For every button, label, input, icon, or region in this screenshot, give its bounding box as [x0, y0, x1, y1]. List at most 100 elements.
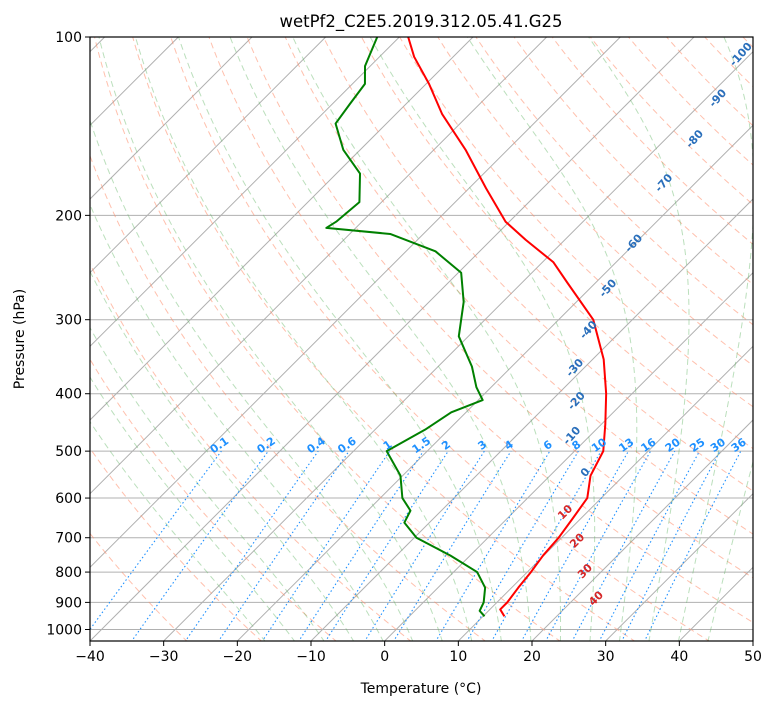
- isotherm-line: [90, 37, 253, 200]
- x-tick-label: 20: [523, 649, 541, 665]
- isotherm-line: [678, 566, 753, 641]
- dry-adiabat: [90, 154, 487, 641]
- y-tick-label: 900: [55, 595, 82, 611]
- isotherm-line: [383, 271, 753, 641]
- mixing-ratio-line: [598, 450, 700, 641]
- mixing-ratio-label: 25: [687, 436, 707, 455]
- isotherm-line: [90, 37, 327, 274]
- moist-adiabat: [677, 37, 753, 641]
- mixing-ratio-label: 6: [541, 438, 555, 453]
- mixing-ratio-label: 3: [476, 438, 490, 453]
- dry-adiabat: [704, 37, 753, 88]
- isotherm-line: [162, 50, 753, 641]
- dry-adiabat: [90, 447, 263, 641]
- dry-adiabat: [246, 37, 753, 579]
- dry-adiabat: [513, 37, 753, 285]
- dry-adiabat-label: 40: [586, 588, 606, 608]
- isotherm-line: [457, 345, 753, 641]
- isotherm-line: [90, 37, 474, 421]
- mixing-ratio-line: [298, 450, 424, 641]
- moist-adiabat-label: -30: [563, 356, 586, 380]
- y-tick-label: 300: [55, 313, 82, 329]
- moist-adiabat: [90, 118, 414, 641]
- moist-adiabat: [90, 270, 355, 641]
- axes: −40 −30 −20 −10 0 10 20 30 40 5010020030040050060…: [46, 30, 762, 665]
- mixing-ratio-label: 0.6: [335, 434, 359, 456]
- moist-adiabat: [90, 203, 384, 641]
- y-tick-label: 500: [55, 444, 82, 460]
- moist-adiabat: [229, 37, 532, 641]
- isotherm-line: [90, 37, 400, 348]
- isotherm-line: [752, 640, 753, 641]
- dry-adiabat: [322, 37, 753, 492]
- mixing-ratio-label: 36: [729, 435, 749, 455]
- mixing-ratio-label: 1.5: [410, 434, 433, 456]
- dry-adiabat: [475, 37, 753, 326]
- dry-adiabat-label: 20: [567, 530, 587, 550]
- x-tick-label: 50: [744, 649, 762, 665]
- moist-adiabat: [178, 37, 502, 641]
- mixing-ratio-label: 20: [663, 435, 683, 455]
- mixing-ratio-line: [90, 450, 222, 631]
- mixing-ratio-label: 10: [589, 435, 609, 455]
- mixing-ratio-line: [545, 450, 652, 641]
- background-lines: [90, 37, 753, 641]
- mixing-ratio-line: [364, 450, 485, 641]
- mixing-ratio-label: 0.1: [208, 434, 231, 456]
- dry-adiabat: [208, 37, 753, 624]
- dry-adiabat-label: 30: [575, 561, 595, 581]
- dry-adiabat: [666, 37, 753, 127]
- moist-adiabat-label: -80: [683, 127, 706, 151]
- mixing-ratio-label: 2: [439, 438, 453, 453]
- mixing-ratio-line: [393, 450, 512, 641]
- isotherm-line: [236, 124, 753, 641]
- dry-adiabat: [90, 532, 188, 641]
- mixing-ratio-line: [325, 450, 449, 641]
- y-tick-label: 1000: [46, 623, 82, 639]
- profile-series: [325, 37, 608, 617]
- moist-adiabat-label: -40: [577, 318, 600, 342]
- y-tick-label: 800: [55, 565, 82, 581]
- chart-title: wetPf2_C2E5.2019.312.05.41.G25: [279, 12, 562, 32]
- x-tick-label: −20: [223, 649, 253, 665]
- dry-adiabat: [94, 37, 561, 641]
- mixing-ratio-label: 0.4: [305, 434, 329, 456]
- moist-adiabat: [369, 37, 596, 641]
- x-tick-label: −30: [149, 649, 179, 665]
- y-tick-label: 100: [55, 30, 82, 46]
- mixing-ratio-line: [184, 450, 319, 641]
- moist-adiabat: [707, 459, 753, 641]
- x-tick-label: 10: [449, 649, 467, 665]
- moist-adiabat-label: -60: [622, 231, 645, 255]
- mixing-ratio-line: [571, 450, 676, 641]
- dry-adiabat: [90, 262, 412, 641]
- moist-adiabat-label: -90: [706, 86, 729, 110]
- mixing-ratio-line: [217, 450, 350, 641]
- dewpoint-profile-line: [325, 37, 487, 617]
- x-tick-label: 40: [670, 649, 688, 665]
- isotherm-line: [90, 37, 621, 569]
- mixing-ratio-line: [261, 450, 391, 641]
- temperature-profile-line: [407, 37, 608, 617]
- mixing-ratio-line: [131, 450, 269, 641]
- y-axis-title: Pressure (hPa): [12, 289, 28, 389]
- moist-adiabat: [90, 376, 296, 641]
- dry-adiabat: [628, 37, 753, 166]
- moist-adiabat: [466, 37, 638, 641]
- dry-adiabat: [589, 37, 753, 206]
- y-tick-label: 600: [55, 491, 82, 507]
- x-tick-label: −10: [296, 649, 326, 665]
- moist-adiabat: [134, 37, 473, 641]
- x-tick-label: 30: [597, 649, 615, 665]
- mixing-ratio-label: 16: [639, 435, 659, 455]
- moist-adiabat-label: -10: [560, 424, 583, 448]
- y-tick-label: 200: [55, 208, 82, 224]
- dry-adiabat: [742, 37, 753, 49]
- x-axis-title: Temperature (°C): [360, 681, 482, 697]
- x-tick-label: −40: [75, 649, 105, 665]
- moist-adiabat: [292, 37, 562, 641]
- y-tick-label: 400: [55, 387, 82, 403]
- moist-adiabat: [90, 420, 266, 641]
- dry-adiabat: [90, 358, 337, 641]
